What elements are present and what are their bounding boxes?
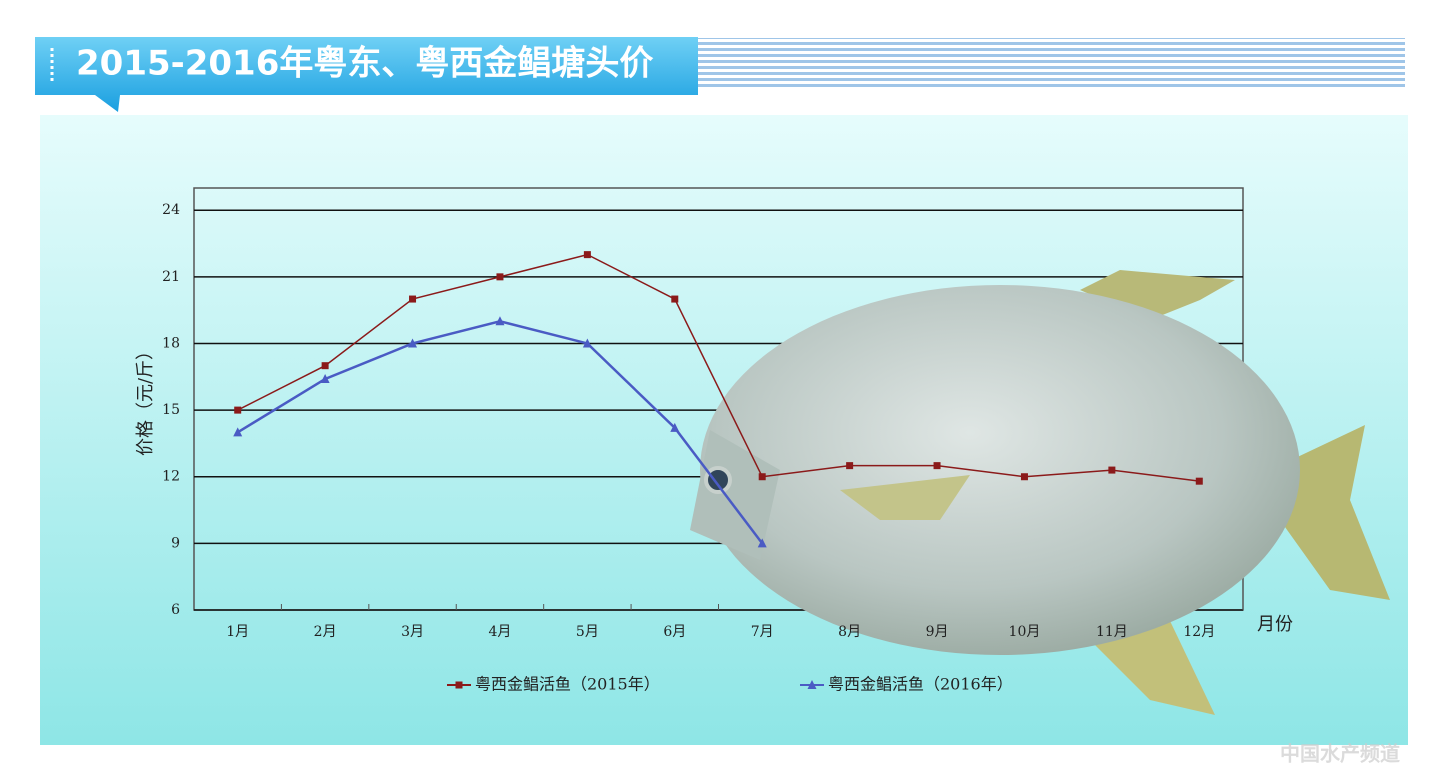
marker — [933, 462, 941, 470]
marker — [321, 362, 329, 370]
marker — [408, 338, 418, 348]
marker — [757, 538, 767, 548]
watermark: 中国水产频道 — [1280, 742, 1400, 766]
series — [233, 251, 1203, 548]
legend-label: 粤西金鲳活鱼（2016年） — [828, 675, 1013, 694]
y-tick-label: 21 — [162, 269, 180, 285]
legend-label: 粤西金鲳活鱼（2015年） — [475, 675, 660, 694]
y-tick-label: 6 — [171, 602, 180, 618]
y-tick-label: 12 — [162, 469, 180, 485]
x-tick-label: 9月 — [926, 624, 949, 640]
y-tick-label: 24 — [162, 202, 180, 218]
marker — [583, 251, 591, 259]
x-tick-label: 3月 — [401, 624, 424, 640]
marker — [758, 473, 766, 481]
x-tick-label: 4月 — [488, 624, 511, 640]
y-tick-label: 15 — [162, 402, 180, 418]
fish-illustration — [690, 270, 1390, 715]
marker — [1020, 473, 1028, 481]
marker — [670, 422, 680, 432]
y-tick-label: 18 — [162, 335, 180, 351]
x-tick-label: 6月 — [663, 624, 686, 640]
x-axis-label: 月份 — [1257, 614, 1293, 635]
series-line — [237, 253, 1200, 482]
x-tick-label: 2月 — [314, 624, 337, 640]
chart-title: 2015-2016年粤东、粤西金鲳塘头价 — [76, 44, 653, 84]
marker — [846, 462, 854, 470]
marker — [495, 316, 505, 326]
x-tick-label: 10月 — [1009, 624, 1041, 640]
marker — [1108, 466, 1116, 474]
y-tick-label: 9 — [171, 535, 180, 551]
marker — [1195, 477, 1203, 485]
banner-stripes — [698, 38, 1405, 90]
marker — [320, 374, 330, 384]
x-tick-label: 12月 — [1183, 624, 1215, 640]
marker — [409, 295, 417, 303]
x-tick-label: 8月 — [838, 624, 861, 640]
title-banner — [35, 37, 698, 112]
marker — [582, 338, 592, 348]
marker — [234, 406, 242, 414]
x-tick-label: 5月 — [576, 624, 599, 640]
marker — [233, 427, 243, 437]
y-axis-label: 价格（元/斤） — [135, 342, 156, 456]
x-tick-label: 11月 — [1096, 624, 1128, 640]
marker — [496, 273, 504, 281]
marker — [455, 681, 463, 689]
x-tick-label: 1月 — [226, 624, 249, 640]
x-tick-label: 7月 — [751, 624, 774, 640]
marker — [807, 680, 817, 689]
marker — [671, 295, 679, 303]
